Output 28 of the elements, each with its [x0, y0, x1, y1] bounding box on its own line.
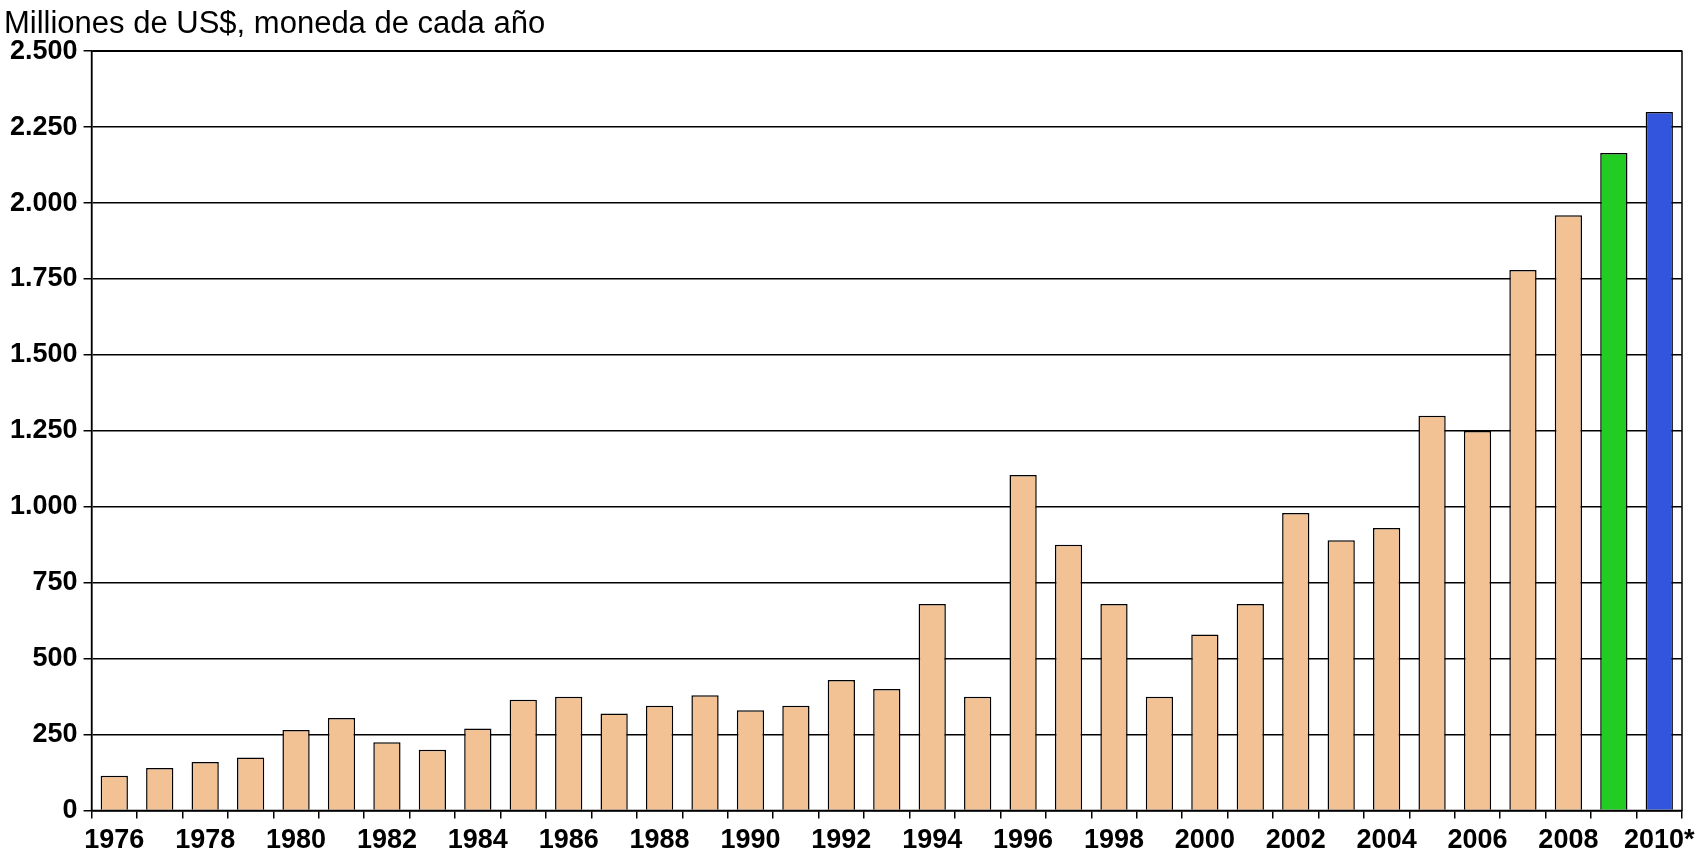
x-tick-label: 1994	[902, 824, 963, 855]
x-tick-label: 1990	[720, 824, 781, 855]
y-tick-label: 2.250	[9, 110, 78, 141]
x-tick-label: 2004	[1356, 824, 1417, 855]
y-tick-label: 500	[32, 642, 78, 673]
x-tick-label: 1998	[1083, 824, 1145, 855]
x-tick-label: 1992	[811, 824, 872, 855]
x-tick-label: 1978	[175, 824, 236, 855]
y-tick-label: 2.000	[9, 186, 78, 217]
y-tick-label: 1.500	[9, 338, 78, 369]
x-tick-label: 1980	[266, 824, 327, 855]
y-tick-label: 0	[62, 794, 78, 825]
x-tick-label: 2008	[1538, 824, 1599, 855]
x-tick-label: 1996	[993, 824, 1054, 855]
y-tick-label: 750	[32, 566, 78, 597]
y-tick-label: 1.750	[9, 262, 78, 293]
x-tick-label: 1986	[538, 824, 599, 855]
y-tick-label: 1.250	[9, 414, 78, 445]
y-tick-label: 1.000	[9, 490, 78, 521]
x-tick-label: 1984	[447, 824, 508, 855]
x-tick-label: 2000	[1174, 824, 1235, 855]
x-tick-label: 2002	[1265, 824, 1326, 855]
x-tick-label: 2010*	[1623, 824, 1696, 855]
x-tick-label: 1988	[629, 824, 690, 855]
y-tick-label: 250	[32, 718, 78, 749]
x-tick-label: 1976	[84, 824, 145, 855]
x-tick-label: 2006	[1447, 824, 1508, 855]
x-tick-label: 1982	[356, 824, 417, 855]
